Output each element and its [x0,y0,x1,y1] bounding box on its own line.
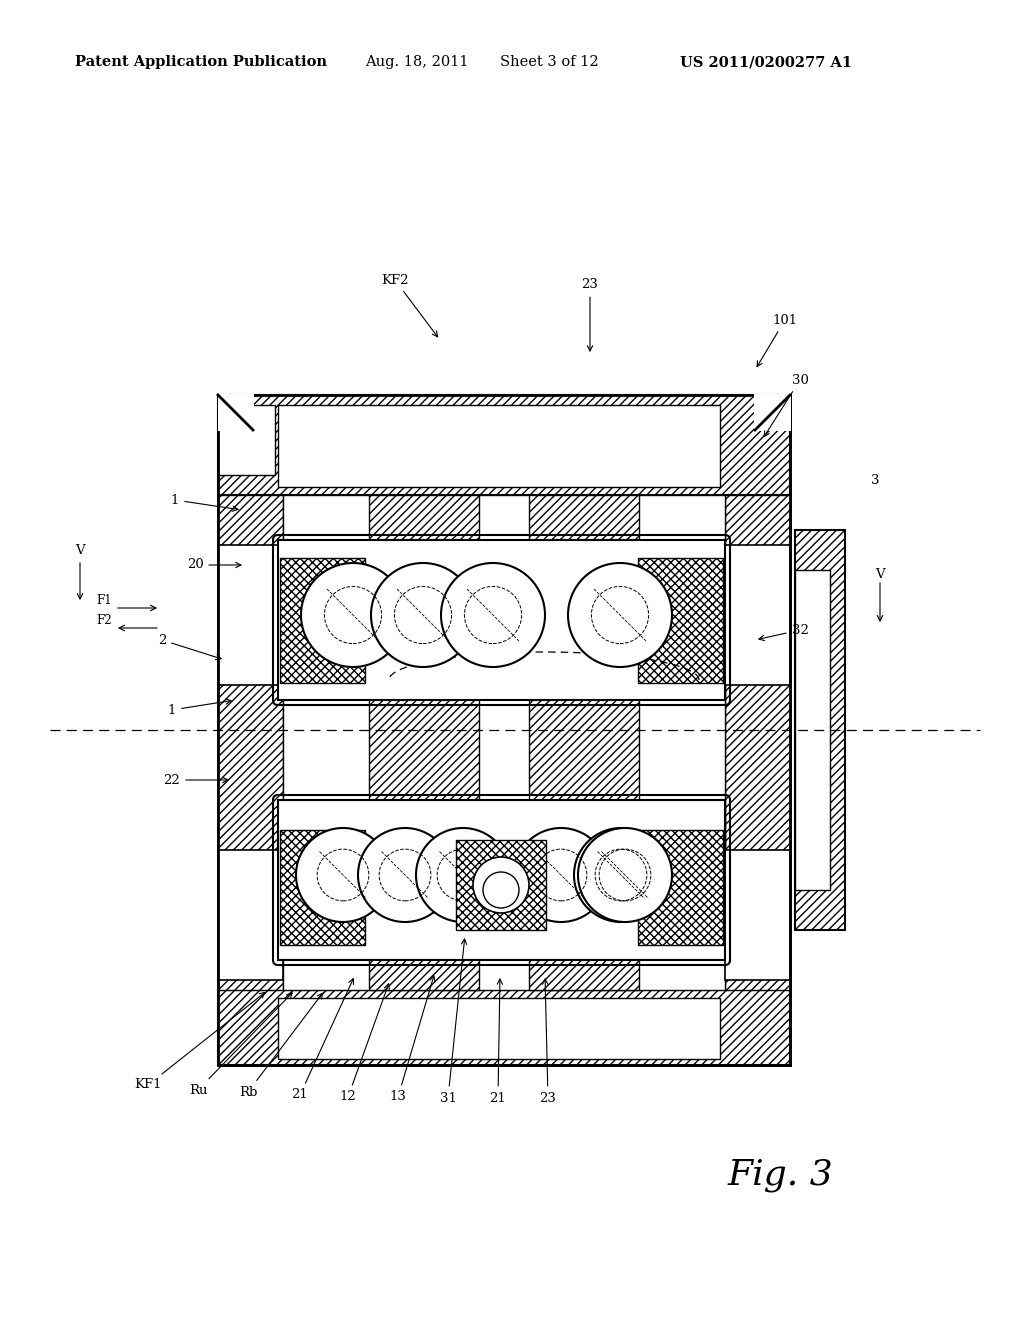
Text: 101: 101 [757,314,798,367]
Text: Ru: Ru [188,993,292,1097]
Text: 21: 21 [292,978,353,1101]
Text: V: V [876,569,885,582]
Circle shape [416,828,510,921]
Bar [456,840,546,931]
Circle shape [578,828,672,921]
Text: 20: 20 [186,558,241,572]
Text: 3: 3 [870,474,880,487]
Text: F2: F2 [96,614,112,627]
Text: 30: 30 [764,374,808,437]
Bar [725,495,790,990]
Circle shape [473,857,529,913]
Text: 31: 31 [439,939,467,1105]
Text: Patent Application Publication: Patent Application Publication [75,55,327,69]
Text: KF1: KF1 [134,993,265,1092]
Circle shape [574,828,668,921]
Text: Aug. 18, 2011: Aug. 18, 2011 [365,55,469,69]
Text: Rb: Rb [239,993,323,1098]
Bar [218,545,283,685]
Text: 23: 23 [582,279,598,351]
Circle shape [371,564,475,667]
Text: F1: F1 [96,594,112,606]
Bar [754,393,791,432]
Bar [278,800,725,960]
Bar [638,830,723,945]
Bar [725,545,790,685]
Bar [638,558,723,682]
Bar [218,405,275,475]
Bar [218,395,790,1065]
Bar [795,531,845,931]
Bar [725,850,790,979]
Bar [278,998,720,1059]
Circle shape [568,564,672,667]
Bar [278,540,725,700]
Text: 32: 32 [759,623,808,640]
Text: US 2011/0200277 A1: US 2011/0200277 A1 [680,55,852,69]
Bar [218,990,790,1065]
Bar [218,850,283,979]
Text: 13: 13 [389,975,435,1104]
Bar [218,395,790,1065]
Text: KF2: KF2 [381,273,437,337]
Bar [529,495,639,990]
Bar [283,495,725,990]
Bar [278,405,720,487]
Circle shape [358,828,452,921]
Text: 21: 21 [489,979,507,1105]
Bar [795,570,830,890]
Circle shape [301,564,406,667]
Text: 22: 22 [164,774,228,787]
Circle shape [441,564,545,667]
Text: 12: 12 [340,983,389,1104]
Text: Sheet 3 of 12: Sheet 3 of 12 [500,55,599,69]
Bar [280,830,365,945]
Text: 23: 23 [540,979,556,1105]
Bar [218,395,790,495]
Bar [280,558,365,682]
Text: V: V [75,544,85,557]
Text: 1: 1 [171,494,238,511]
Circle shape [296,828,390,921]
Circle shape [483,873,519,908]
Bar [369,495,479,990]
Bar [218,393,254,432]
Text: 1: 1 [168,698,231,717]
Text: 2: 2 [158,634,221,660]
Circle shape [514,828,608,921]
Bar [218,495,283,990]
Text: Fig. 3: Fig. 3 [727,1158,833,1192]
